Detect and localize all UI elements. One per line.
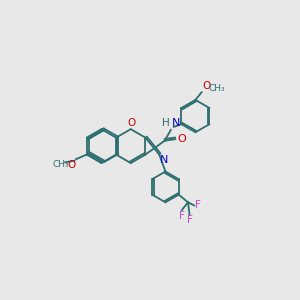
- Text: CH₃: CH₃: [52, 160, 69, 169]
- Text: F: F: [187, 215, 193, 225]
- Text: O: O: [67, 160, 75, 170]
- Text: H: H: [162, 118, 170, 128]
- Text: O: O: [128, 118, 136, 128]
- Text: CH₃: CH₃: [208, 84, 225, 93]
- Text: O: O: [177, 134, 186, 144]
- Text: N: N: [160, 155, 168, 165]
- Text: O: O: [202, 81, 211, 92]
- Text: F: F: [195, 200, 201, 210]
- Text: F: F: [179, 211, 185, 221]
- Text: N: N: [172, 118, 181, 128]
